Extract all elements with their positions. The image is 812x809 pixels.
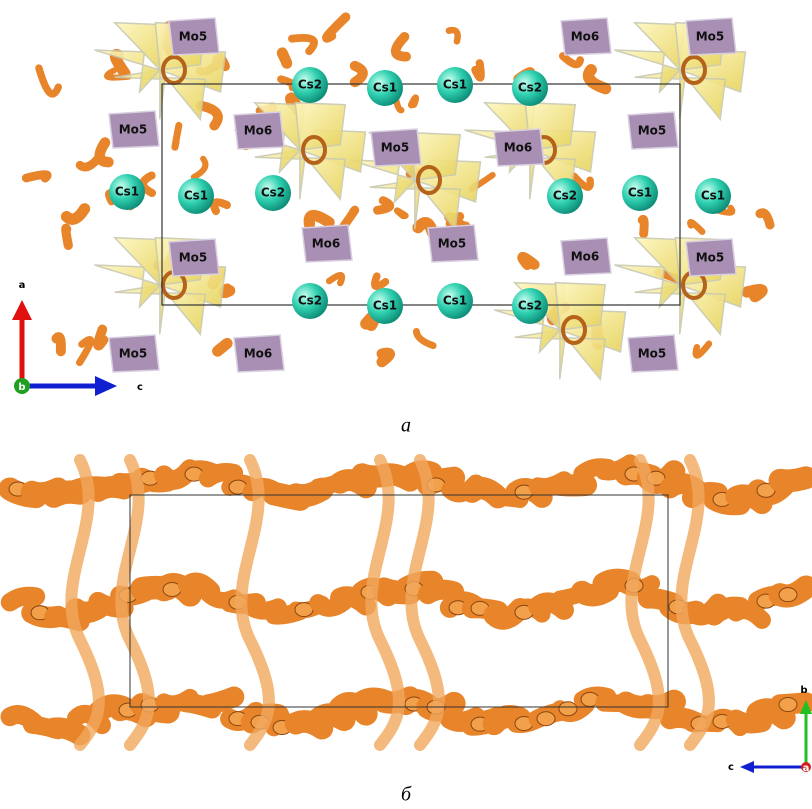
network bbox=[411, 98, 415, 105]
network bbox=[642, 219, 644, 234]
network bbox=[218, 343, 227, 351]
network bbox=[224, 289, 230, 293]
panel-b: b a c bbox=[9, 460, 812, 774]
atom-label: Cs2 bbox=[518, 299, 542, 313]
network bbox=[214, 202, 227, 211]
axis-label: c bbox=[137, 382, 143, 393]
atom-label: Mo5 bbox=[119, 123, 148, 137]
network bbox=[475, 63, 481, 77]
axis-label: b bbox=[18, 382, 25, 393]
atom-label: Mo5 bbox=[381, 141, 410, 155]
axis-arrow bbox=[740, 761, 754, 773]
atom-label: Cs2 bbox=[518, 81, 542, 95]
network bbox=[780, 478, 806, 481]
atom-label: Mo5 bbox=[438, 237, 467, 251]
network bbox=[100, 142, 109, 162]
network bbox=[54, 728, 80, 736]
network bbox=[690, 222, 702, 231]
network bbox=[194, 159, 206, 177]
atom-label: Mo5 bbox=[696, 30, 725, 44]
axis-label: b bbox=[800, 685, 807, 696]
network bbox=[56, 337, 61, 351]
network bbox=[397, 211, 405, 216]
atom-label: Mo5 bbox=[179, 30, 208, 44]
atom-label: Cs2 bbox=[298, 78, 322, 92]
axis-arrow bbox=[95, 376, 117, 396]
polyhedron bbox=[635, 70, 685, 119]
network bbox=[327, 17, 346, 38]
network bbox=[10, 596, 36, 602]
network bbox=[559, 702, 577, 716]
atom-label: Mo6 bbox=[571, 30, 600, 44]
panel-a: Mo5 Mo6 Mo5 Cs2 Cs1 Cs1 Cs2 Mo5 Mo6 Mo5 Mo6 Mo5 Cs1 C… bbox=[12, 17, 770, 396]
atom-label: Cs1 bbox=[701, 189, 725, 203]
network bbox=[760, 213, 770, 225]
network bbox=[175, 125, 179, 147]
network bbox=[26, 175, 47, 179]
network bbox=[67, 209, 85, 219]
network bbox=[282, 53, 287, 63]
atom-label: Cs2 bbox=[553, 189, 577, 203]
network bbox=[98, 329, 104, 345]
network bbox=[377, 201, 389, 211]
polyhedron bbox=[515, 330, 565, 379]
atom-label: Mo6 bbox=[312, 237, 341, 251]
atom-label: Mo5 bbox=[638, 124, 667, 138]
network bbox=[523, 257, 535, 265]
network bbox=[80, 340, 91, 363]
network bbox=[375, 276, 386, 286]
atom-label: Cs1 bbox=[373, 81, 397, 95]
network bbox=[537, 712, 555, 726]
atom-label: Cs1 bbox=[443, 78, 467, 92]
axis-label: a bbox=[19, 280, 26, 291]
atom-label: Mo5 bbox=[119, 347, 148, 361]
network bbox=[563, 56, 580, 64]
atom-label: Cs1 bbox=[184, 189, 208, 203]
network bbox=[329, 275, 342, 283]
polyhedron bbox=[635, 285, 685, 334]
atom-label: Mo5 bbox=[696, 251, 725, 265]
network bbox=[281, 79, 294, 87]
network bbox=[208, 697, 234, 705]
polyhedron bbox=[115, 285, 165, 334]
axis-label: c bbox=[728, 762, 734, 773]
atom-label: Mo5 bbox=[638, 347, 667, 361]
caption: а bbox=[401, 415, 411, 437]
network bbox=[201, 106, 218, 126]
axis-arrow bbox=[12, 300, 32, 320]
atom-label: Cs2 bbox=[298, 294, 322, 308]
atom-label: Mo6 bbox=[571, 250, 600, 264]
network bbox=[355, 66, 363, 82]
atom-label: Mo5 bbox=[179, 251, 208, 265]
network bbox=[560, 485, 586, 486]
atom-label: Cs1 bbox=[443, 294, 467, 308]
network bbox=[449, 30, 458, 41]
atom-label: Cs2 bbox=[261, 186, 285, 200]
network bbox=[396, 37, 406, 57]
network bbox=[736, 610, 762, 620]
caption: б bbox=[401, 784, 412, 806]
network bbox=[39, 68, 58, 94]
network bbox=[428, 590, 454, 594]
atom-label: Mo6 bbox=[244, 347, 273, 361]
network bbox=[589, 70, 606, 89]
network bbox=[779, 588, 797, 602]
atom-label: Cs1 bbox=[373, 299, 397, 313]
network bbox=[382, 353, 390, 362]
network bbox=[747, 290, 762, 297]
atom-label: Cs1 bbox=[628, 186, 652, 200]
network bbox=[309, 215, 329, 224]
network bbox=[292, 38, 314, 51]
network bbox=[66, 228, 69, 245]
atom-label: Mo6 bbox=[504, 141, 533, 155]
atom-label: Cs1 bbox=[115, 185, 139, 199]
polyhedron bbox=[370, 180, 420, 229]
network bbox=[779, 698, 797, 712]
network bbox=[696, 344, 709, 356]
figure: Mo5 Mo6 Mo5 Cs2 Cs1 Cs1 Cs2 Mo5 Mo6 Mo5 Mo6 Mo5 Cs1 C… bbox=[0, 0, 812, 809]
network bbox=[416, 331, 433, 345]
atom-label: Mo6 bbox=[244, 124, 273, 138]
axis-label: a bbox=[803, 763, 810, 774]
